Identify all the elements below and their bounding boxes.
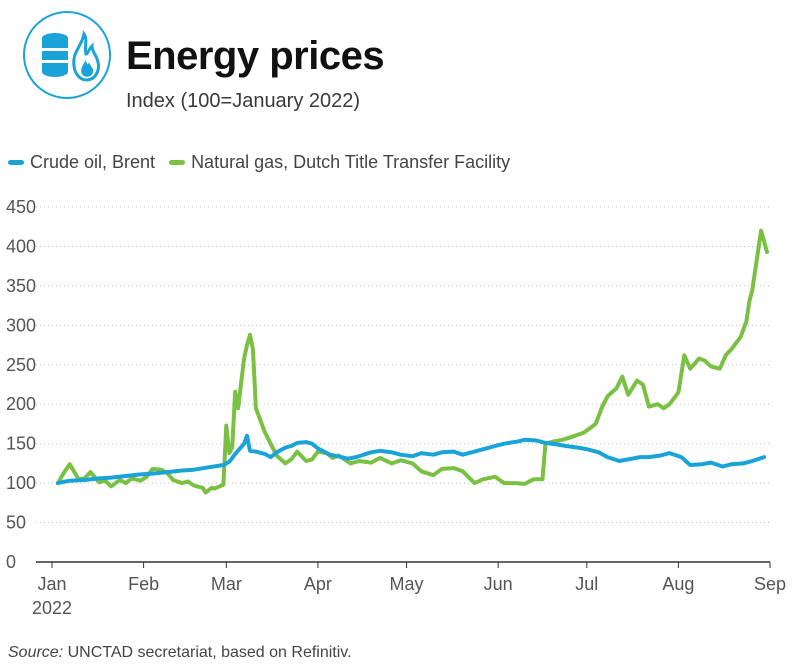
x-tick-label: Aug [662, 574, 694, 594]
legend-label-crude-oil: Crude oil, Brent [30, 152, 155, 173]
source-label: Source: [8, 644, 63, 661]
gridlines [36, 207, 770, 562]
x-tick-label: Apr [304, 574, 332, 594]
legend-item-crude-oil: Crude oil, Brent [8, 152, 155, 173]
series-line-crude-oil [58, 436, 764, 483]
y-tick-label: 350 [6, 276, 36, 296]
chart-subtitle: Index (100=January 2022) [126, 90, 360, 113]
legend-label-natural-gas: Natural gas, Dutch Title Transfer Facili… [191, 152, 510, 173]
source-note: Source: UNCTAD secretariat, based on Ref… [8, 644, 352, 662]
x-tick-label: Jul [575, 574, 598, 594]
y-axis: 0 50 100 150 200 250 300 350 400 450 [6, 197, 36, 572]
y-tick-label: 50 [6, 513, 26, 533]
legend-item-natural-gas: Natural gas, Dutch Title Transfer Facili… [169, 152, 510, 173]
series-line-natural-gas [58, 231, 767, 493]
y-tick-label: 450 [6, 197, 36, 217]
y-tick-label: 100 [6, 473, 36, 493]
source-text: UNCTAD secretariat, based on Refinitiv. [68, 644, 352, 661]
legend-swatch-crude-oil [8, 160, 24, 165]
y-tick-label: 250 [6, 355, 36, 375]
x-tick-label: Jan [37, 574, 66, 594]
oil-barrel-flame-icon [22, 10, 112, 100]
legend-swatch-natural-gas [169, 160, 185, 165]
legend: Crude oil, Brent Natural gas, Dutch Titl… [8, 152, 524, 173]
chart-header: Energy prices Index (100=January 2022) [22, 10, 782, 110]
x-tick-label: Feb [128, 574, 159, 594]
y-tick-label: 200 [6, 394, 36, 414]
y-tick-label: 300 [6, 315, 36, 335]
y-tick-label: 150 [6, 434, 36, 454]
x-tick-label: Mar [211, 574, 242, 594]
line-chart: 0 50 100 150 200 250 300 350 400 450 Jan 2022 Feb Ma… [0, 190, 800, 620]
x-tick-label: Sep [754, 574, 786, 594]
y-tick-label: 0 [6, 552, 16, 572]
x-axis: Jan 2022 Feb Mar Apr May Jun Jul Aug Sep [32, 562, 786, 618]
x-tick-label: May [390, 574, 424, 594]
series-lines [58, 231, 767, 493]
chart-title: Energy prices [126, 34, 384, 79]
x-tick-sublabel: 2022 [32, 598, 72, 618]
x-tick-label: Jun [484, 574, 513, 594]
y-tick-label: 400 [6, 236, 36, 256]
